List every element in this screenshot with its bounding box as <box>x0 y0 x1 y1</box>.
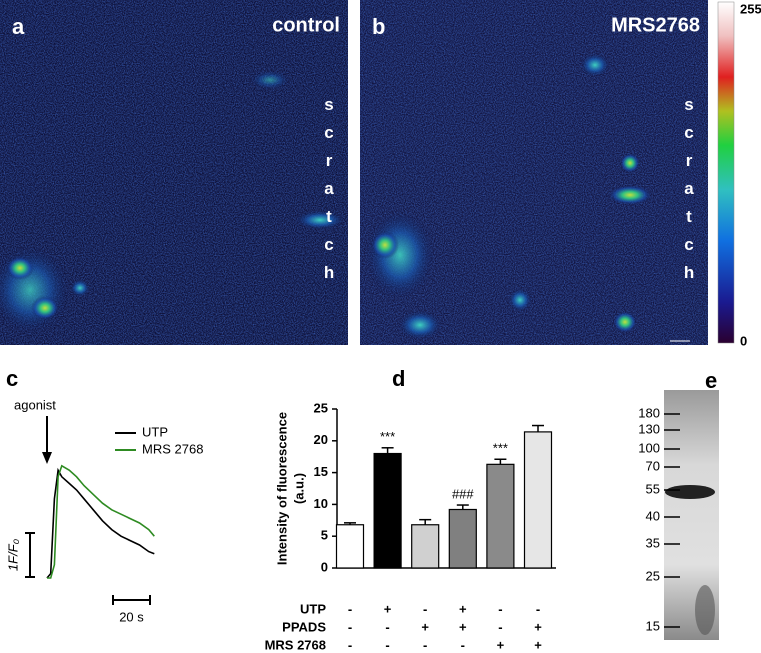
panel-caption: control <box>272 14 340 36</box>
bar <box>373 452 402 569</box>
marker-label: 35 <box>646 535 660 550</box>
bar <box>448 508 477 569</box>
condition-mark: - <box>348 601 352 616</box>
bar <box>335 524 365 569</box>
marker-label: 15 <box>646 618 660 633</box>
condition-mark: + <box>534 619 542 634</box>
colorbar-label: 0 <box>740 333 747 348</box>
condition-mark: - <box>498 601 502 616</box>
condition-mark: - <box>498 619 502 634</box>
scale-bar-label: 20 s <box>119 609 144 624</box>
condition-mark: - <box>348 637 352 652</box>
annotation: agonist <box>14 397 56 412</box>
panel-label: e <box>705 368 717 393</box>
condition-mark: - <box>348 619 352 634</box>
marker-label: 70 <box>646 458 660 473</box>
significance: ### <box>452 486 474 501</box>
panel-label: a <box>12 14 25 39</box>
marker-label: 130 <box>638 421 660 436</box>
marker-label: 55 <box>646 481 660 496</box>
micrograph-b <box>360 0 708 345</box>
bar <box>486 463 515 569</box>
y-tick-label: 20 <box>314 432 328 447</box>
scratch-label: scratch <box>680 95 699 291</box>
condition-mark: + <box>421 619 429 634</box>
condition-mark: + <box>459 601 467 616</box>
legend-label: MRS 2768 <box>142 441 203 456</box>
scale-bar-label: 1F/F₀ <box>5 538 20 571</box>
scratch-label: scratch <box>320 95 339 291</box>
marker-label: 40 <box>646 508 660 523</box>
condition-label: MRS 2768 <box>265 637 326 652</box>
condition-mark: + <box>534 637 542 652</box>
micrograph-a <box>0 0 348 345</box>
condition-mark: - <box>385 619 389 634</box>
arrow-head <box>42 452 52 464</box>
significance: *** <box>493 441 508 456</box>
colorbar <box>717 1 735 344</box>
colorbar-label: 255 <box>740 1 761 16</box>
condition-mark: - <box>385 637 389 652</box>
condition-mark: - <box>423 637 427 652</box>
legend-label: UTP <box>142 424 168 439</box>
panel-label: b <box>372 14 385 39</box>
panel-label: d <box>392 366 405 391</box>
trace <box>46 467 155 579</box>
condition-mark: + <box>384 601 392 616</box>
panel-label: c <box>6 366 18 391</box>
y-axis-label: (a.u.) <box>291 473 306 504</box>
trace <box>47 464 155 579</box>
condition-mark: - <box>423 601 427 616</box>
marker-label: 25 <box>646 568 660 583</box>
y-tick-label: 15 <box>314 464 328 479</box>
y-axis-label: Intensity of fluorescence <box>274 412 289 565</box>
bar <box>411 524 440 569</box>
y-tick-label: 10 <box>314 496 328 511</box>
condition-mark: + <box>497 637 505 652</box>
condition-label: UTP <box>300 601 326 616</box>
marker-label: 180 <box>638 405 660 420</box>
significance: *** <box>380 429 395 444</box>
condition-mark: - <box>461 637 465 652</box>
y-tick-label: 5 <box>321 528 328 543</box>
bar <box>523 431 553 569</box>
blot-image <box>664 390 719 640</box>
condition-mark: + <box>459 619 467 634</box>
y-tick-label: 0 <box>321 559 328 574</box>
marker-label: 100 <box>638 440 660 455</box>
y-tick-label: 25 <box>314 400 328 415</box>
condition-label: PPADS <box>282 619 326 634</box>
panel-caption: MRS2768 <box>611 14 700 36</box>
condition-mark: - <box>536 601 540 616</box>
